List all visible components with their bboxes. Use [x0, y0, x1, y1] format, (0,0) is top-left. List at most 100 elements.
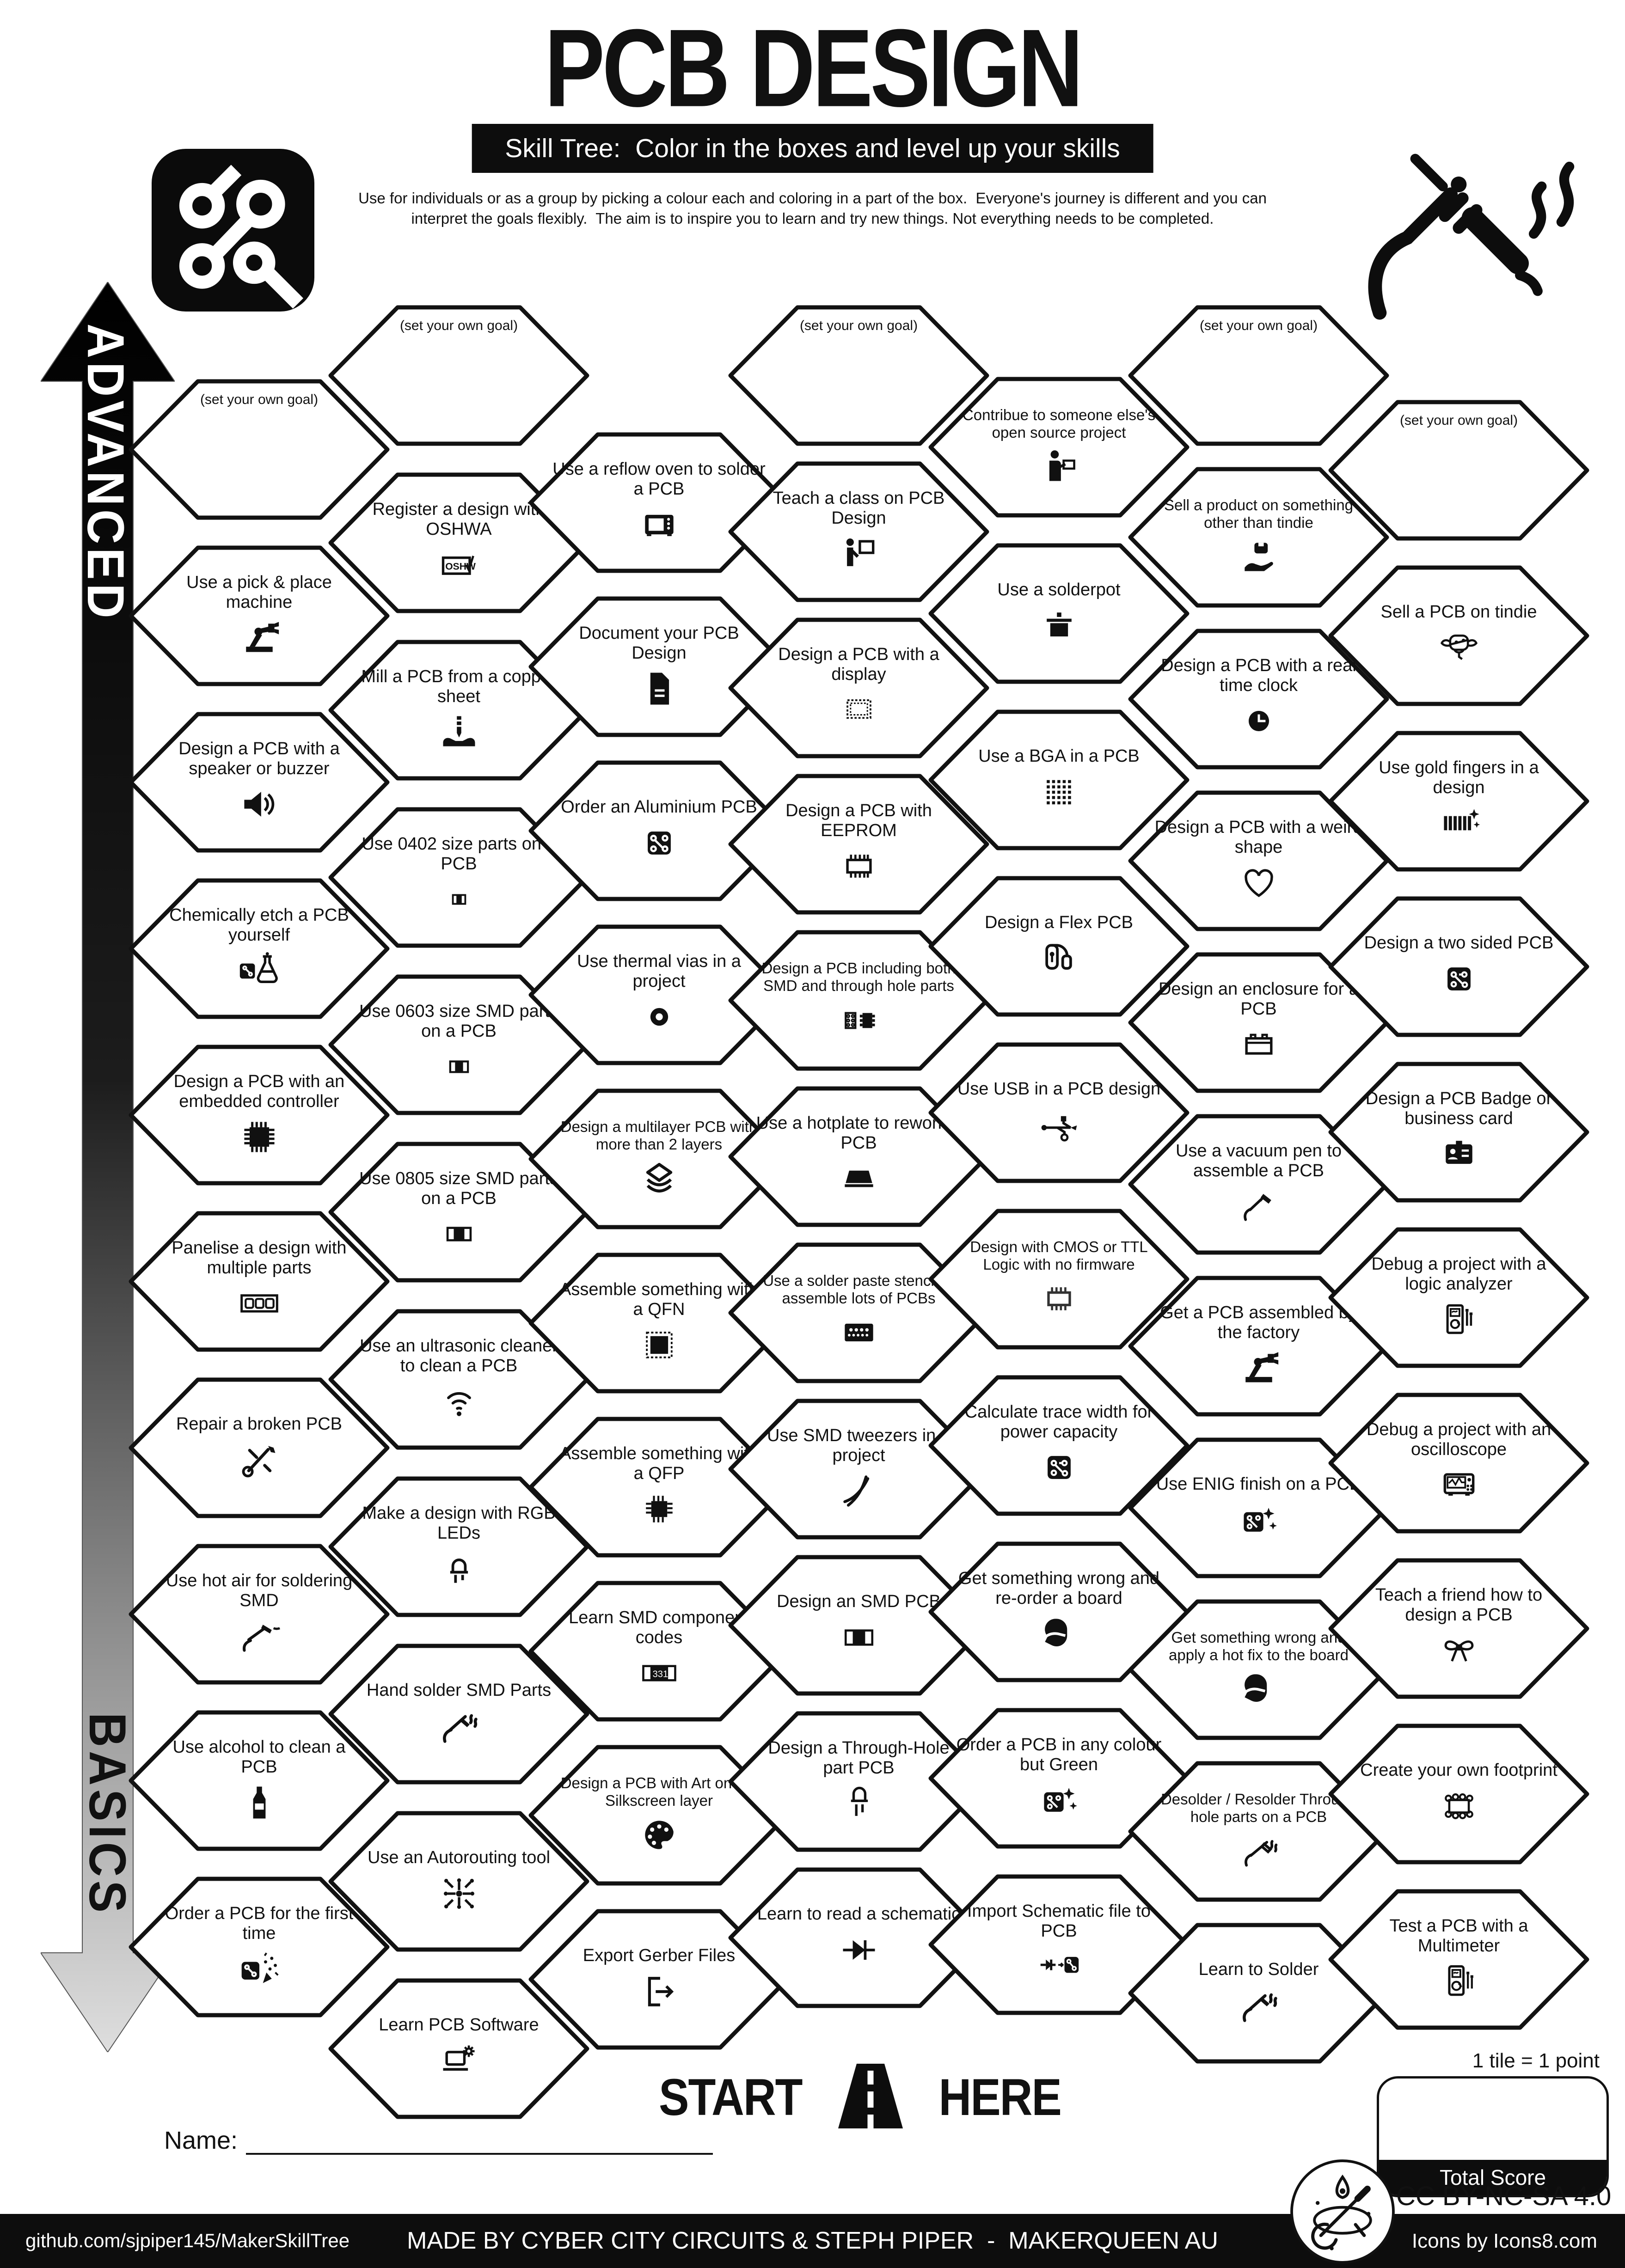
skill-hex-make-a-design-with-rgb-leds[interactable]: Make a design with RGB LEDs: [328, 1476, 589, 1617]
skill-hex-set-your-own-goal[interactable]: (set your own goal): [1328, 400, 1589, 541]
skill-hex-assemble-something-with-a-qfp[interactable]: Assemble something with a QFP: [528, 1417, 790, 1558]
skill-hex-design-a-pcb-with-eeprom[interactable]: Design a PCB with EEPROM: [728, 774, 989, 915]
skill-hex-debug-a-project-with-a-logic-analyzer[interactable]: Debug a project with a logic analyzer: [1328, 1227, 1589, 1368]
skill-hex-design-a-pcb-including-both-smd-and-throug[interactable]: Design a PCB including both SMD and thro…: [728, 930, 989, 1071]
skill-hex-learn-to-solder[interactable]: Learn to Solder: [1128, 1923, 1389, 2064]
hex-label: Design a PCB with a display: [778, 644, 939, 684]
skill-hex-design-a-pcb-with-a-speaker-or-buzzer[interactable]: Design a PCB with a speaker or buzzer: [129, 712, 390, 853]
hex-label: Test a PCB with a Multimeter: [1389, 1916, 1528, 1956]
skill-hex-hand-solder-smd-parts[interactable]: Hand solder SMD Parts: [328, 1644, 589, 1785]
skill-hex-design-a-pcb-with-an-embedded-controller[interactable]: Design a PCB with an embedded controller: [129, 1045, 390, 1186]
hex-label: Use a vacuum pen to assemble a PCB: [1175, 1141, 1342, 1180]
skill-hex-use-0402-size-parts-on-a-pcb[interactable]: Use 0402 size parts on a PCB: [328, 807, 589, 948]
skill-hex-design-an-enclosure-for-a-pcb[interactable]: Design an enclosure for a PCB: [1128, 952, 1389, 1093]
skill-hex-get-something-wrong-and-re-order-a-board[interactable]: Get something wrong and re-order a board: [928, 1541, 1190, 1682]
skill-hex-use-alcohol-to-clean-a-pcb[interactable]: Use alcohol to clean a PCB: [129, 1710, 390, 1851]
skill-hex-teach-a-class-on-pcb-design[interactable]: Teach a class on PCB Design: [728, 461, 989, 602]
hex-label: Calculate trace width for power capacity: [964, 1402, 1153, 1442]
skill-hex-order-an-aluminium-pcb[interactable]: Order an Aluminium PCB: [528, 760, 790, 901]
skill-hex-set-your-own-goal[interactable]: (set your own goal): [129, 379, 390, 520]
skill-hex-design-a-through-hole-part-pcb[interactable]: Design a Through-Hole part PCB: [728, 1711, 989, 1852]
skill-hex-document-your-pcb-design[interactable]: Document your PCB Design: [528, 596, 790, 737]
export-icon: [638, 1970, 681, 2013]
skill-hex-use-0603-size-smd-parts-on-a-pcb[interactable]: Use 0603 size SMD parts on a PCB: [328, 974, 589, 1115]
skill-hex-export-gerber-files[interactable]: Export Gerber Files: [528, 1909, 790, 2050]
skill-hex-use-gold-fingers-in-a-design[interactable]: Use gold fingers in a design: [1328, 731, 1589, 872]
skill-hex-design-a-pcb-with-a-weird-shape[interactable]: Design a PCB with a weird shape: [1128, 790, 1389, 931]
advanced-label: ADVANCED: [76, 324, 135, 622]
hex-outline: [728, 1867, 989, 2008]
description-line-1: Use for individuals or as a group by pic…: [358, 190, 1267, 207]
skill-hex-learn-pcb-software[interactable]: Learn PCB Software: [328, 1978, 589, 2119]
skill-hex-get-something-wrong-and-apply-a-hot-fix-to[interactable]: Get something wrong and apply a hot fix …: [1128, 1599, 1389, 1740]
skill-hex-use-a-vacuum-pen-to-assemble-a-pcb[interactable]: Use a vacuum pen to assemble a PCB: [1128, 1114, 1389, 1255]
skill-hex-use-a-solderpot[interactable]: Use a solderpot: [928, 543, 1190, 684]
hex-label: Contribue to someone else's open source …: [962, 406, 1156, 441]
skill-hex-register-a-design-with-oshwa[interactable]: Register a design with OSHWA OSHW: [328, 472, 589, 613]
skill-hex-design-a-pcb-with-a-real-time-clock[interactable]: Design a PCB with a real time clock: [1128, 629, 1389, 770]
total-score-box[interactable]: Total Score: [1377, 2076, 1609, 2197]
skill-hex-contribue-to-someone-else-s-open-source-pr[interactable]: Contribue to someone else's open source …: [928, 377, 1190, 518]
hex-outline: [328, 807, 589, 948]
hex-outline: [129, 1377, 390, 1518]
skill-hex-debug-a-project-with-an-oscilloscope[interactable]: Debug a project with an oscilloscope: [1328, 1393, 1589, 1534]
skill-hex-use-usb-in-a-pcb-design[interactable]: Use USB in a PCB design: [928, 1042, 1190, 1183]
skill-hex-design-a-multilayer-pcb-with-more-than-2-l[interactable]: Design a multilayer PCB with more than 2…: [528, 1088, 790, 1229]
dip-chip-icon: [1038, 1278, 1080, 1320]
skill-hex-desolder-resolder-through-hole-parts-on-a-[interactable]: Desolder / Resolder Through hole parts o…: [1128, 1761, 1389, 1902]
skill-hex-design-a-pcb-with-a-display[interactable]: Design a PCB with a display: [728, 617, 989, 758]
skill-hex-calculate-trace-width-for-power-capacity[interactable]: Calculate trace width for power capacity: [928, 1375, 1190, 1516]
hex-outline: [928, 1874, 1190, 2015]
skill-hex-chemically-etch-a-pcb-yourself[interactable]: Chemically etch a PCB yourself: [129, 878, 390, 1019]
skill-hex-create-your-own-footprint[interactable]: Create your own footprint: [1328, 1724, 1589, 1865]
skill-hex-use-a-solder-paste-stencil-to-assemble-lot[interactable]: Use a solder paste stencil to assemble l…: [728, 1242, 989, 1383]
skill-hex-use-0805-size-smd-parts-on-a-pcb[interactable]: Use 0805 size SMD parts on a PCB: [328, 1142, 589, 1283]
skill-hex-teach-a-friend-how-to-design-a-pcb[interactable]: Teach a friend how to design a PCB: [1328, 1558, 1589, 1699]
hex-label: Get something wrong and apply a hot fix …: [1169, 1629, 1349, 1663]
skill-hex-use-enig-finish-on-a-pcb[interactable]: Use ENIG finish on a PCB: [1128, 1437, 1389, 1578]
skill-hex-use-a-hotplate-to-rework-a-pcb[interactable]: Use a hotplate to rework a PCB: [728, 1086, 989, 1227]
hex-label: Chemically etch a PCB yourself: [169, 905, 349, 945]
skill-hex-design-a-flex-pcb[interactable]: Design a Flex PCB: [928, 876, 1190, 1017]
skill-hex-set-your-own-goal[interactable]: (set your own goal): [328, 305, 589, 446]
skill-hex-use-smd-tweezers-in-a-project[interactable]: Use SMD tweezers in a project: [728, 1399, 989, 1540]
skill-hex-sell-a-product-on-something-other-than-tin[interactable]: Sell a product on something other than t…: [1128, 467, 1389, 608]
skill-hex-mill-a-pcb-from-a-copper-sheet[interactable]: Mill a PCB from a copper sheet: [328, 640, 589, 781]
skill-hex-design-an-smd-pcb[interactable]: Design an SMD PCB: [728, 1555, 989, 1696]
skill-hex-set-your-own-goal[interactable]: (set your own goal): [728, 305, 989, 446]
hex-label: Assemble something with a QFN: [559, 1279, 759, 1319]
teacher-icon: [838, 532, 880, 575]
badge-icon: [1438, 1133, 1480, 1175]
skill-hex-use-a-pick-place-machine[interactable]: Use a pick & place machine: [129, 545, 390, 686]
skill-hex-use-thermal-vias-in-a-project[interactable]: Use thermal vias in a project: [528, 924, 790, 1065]
skill-hex-learn-smd-component-codes[interactable]: Learn SMD component codes 331: [528, 1581, 790, 1722]
skill-hex-set-your-own-goal[interactable]: (set your own goal): [1128, 305, 1389, 446]
skill-hex-order-a-pcb-in-any-colour-but-green[interactable]: Order a PCB in any colour but Green: [928, 1708, 1190, 1849]
skill-hex-get-a-pcb-assembled-by-the-factory[interactable]: Get a PCB assembled by the factory: [1128, 1276, 1389, 1417]
skill-hex-design-a-pcb-with-art-on-the-silkscreen-la[interactable]: Design a PCB with Art on the Silkscreen …: [528, 1745, 790, 1886]
skill-hex-panelise-a-design-with-multiple-parts[interactable]: Panelise a design with multiple parts: [129, 1211, 390, 1352]
hex-outline: [528, 760, 790, 901]
skill-hex-use-a-reflow-oven-to-solder-a-pcb[interactable]: Use a reflow oven to solder a PCB: [528, 432, 790, 573]
score-write-area[interactable]: [1379, 2078, 1607, 2160]
skill-hex-use-hot-air-for-soldering-smd[interactable]: Use hot air for soldering SMD: [129, 1544, 390, 1685]
stencil-icon: [838, 1311, 880, 1354]
skill-hex-use-a-bga-in-a-pcb[interactable]: Use a BGA in a PCB: [928, 709, 1190, 850]
skill-hex-test-a-pcb-with-a-multimeter[interactable]: Test a PCB with a Multimeter: [1328, 1889, 1589, 2030]
hex-outline: [528, 1581, 790, 1722]
skill-hex-use-an-ultrasonic-cleaner-to-clean-a-pcb[interactable]: Use an ultrasonic cleaner to clean a PCB: [328, 1309, 589, 1450]
skill-hex-design-a-two-sided-pcb[interactable]: Design a two sided PCB: [1328, 896, 1589, 1037]
skill-hex-sell-a-pcb-on-tindie[interactable]: Sell a PCB on tindie: [1328, 565, 1589, 706]
skill-hex-design-a-pcb-badge-or-business-card[interactable]: Design a PCB Badge or business card: [1328, 1062, 1589, 1203]
skill-hex-repair-a-broken-pcb[interactable]: Repair a broken PCB: [129, 1377, 390, 1518]
skill-hex-import-schematic-file-to-pcb[interactable]: Import Schematic file to PCB: [928, 1874, 1190, 2015]
skill-hex-assemble-something-with-a-qfn[interactable]: Assemble something with a QFN: [528, 1253, 790, 1394]
hex-label: (set your own goal): [799, 318, 918, 333]
skill-hex-design-with-cmos-or-ttl-logic-with-no-firm[interactable]: Design with CMOS or TTL Logic with no fi…: [928, 1209, 1190, 1350]
hex-label: Learn to Solder: [1198, 1960, 1319, 1980]
skill-hex-learn-to-read-a-schematic[interactable]: Learn to read a schematic: [728, 1867, 989, 2008]
skill-hex-use-an-autorouting-tool[interactable]: Use an Autorouting tool: [328, 1811, 589, 1952]
name-field[interactable]: [246, 2128, 713, 2155]
skill-hex-order-a-pcb-for-the-first-time[interactable]: Order a PCB for the first time: [129, 1877, 390, 2017]
oshw-icon: OSHW: [438, 544, 480, 586]
